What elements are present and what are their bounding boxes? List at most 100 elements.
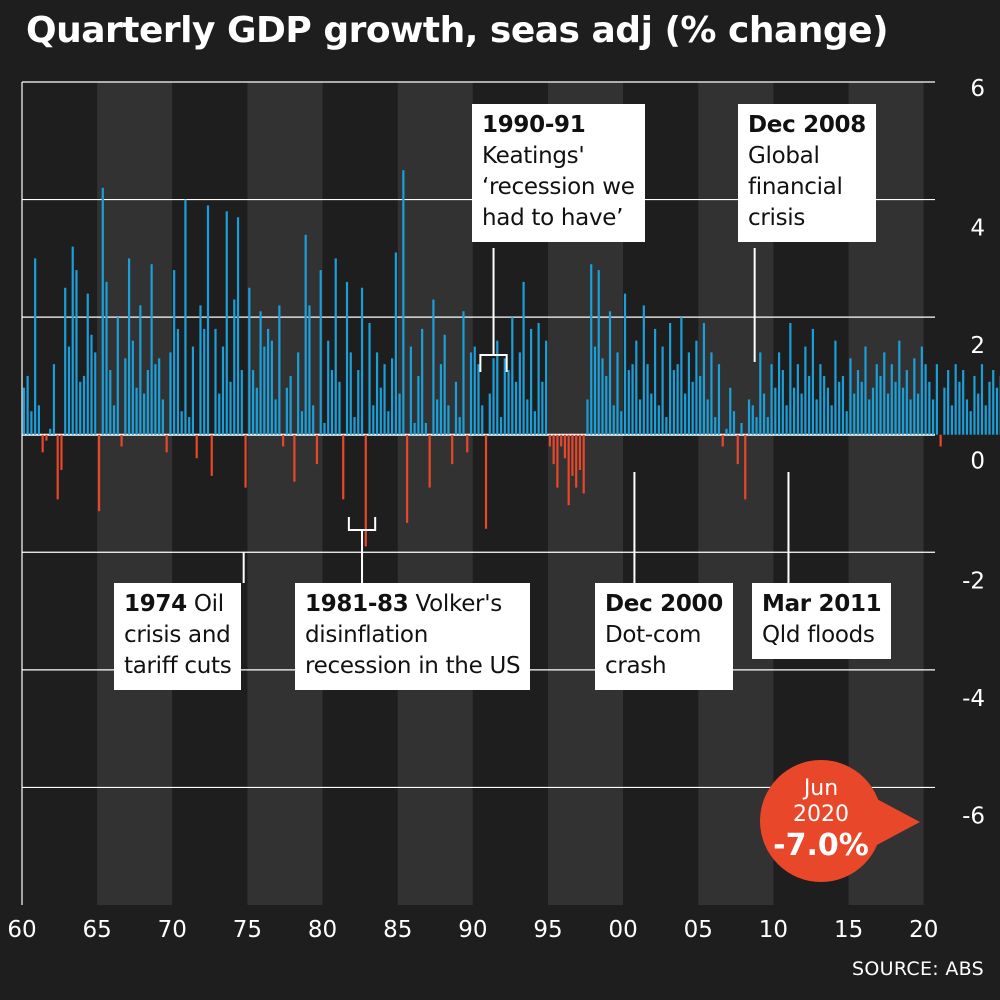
bar <box>740 422 743 435</box>
annotation-1974-year: 1974 <box>124 591 187 617</box>
annotation-2000: Dec 2000 Dot-com crash <box>595 583 733 690</box>
bar <box>203 328 206 435</box>
bar <box>646 364 649 435</box>
bar <box>338 381 341 435</box>
y-tick-label: -2 <box>962 568 985 594</box>
bar <box>124 358 127 435</box>
x-tick-label: 05 <box>684 917 713 943</box>
bar <box>120 434 123 447</box>
x-tick-labels: 60 65 70 75 80 85 90 95 00 05 10 15 20 <box>7 917 938 943</box>
bar <box>428 434 431 488</box>
bar <box>469 352 473 435</box>
annotation-1990-text4: had to have’ <box>482 205 624 231</box>
y-tick-labels: 6 4 2 0 -2 -4 -6 <box>962 76 985 829</box>
jun-2020-callout: Jun 2020 -7.0% <box>760 760 920 882</box>
bar <box>244 434 247 488</box>
annotation-1990-text2: Keatings' <box>482 143 585 169</box>
bar <box>556 434 559 488</box>
bar <box>161 399 164 435</box>
bar <box>375 352 379 435</box>
bar <box>785 405 788 435</box>
callout-bubble <box>760 760 920 882</box>
bar <box>706 399 709 435</box>
bar <box>608 311 612 435</box>
bar <box>537 323 540 435</box>
bar <box>932 399 935 435</box>
bar <box>729 387 732 435</box>
bar <box>586 399 589 435</box>
bar <box>620 411 623 435</box>
bar <box>394 252 397 435</box>
bar <box>41 434 44 453</box>
bar <box>969 411 972 435</box>
x-tick-label: 60 <box>7 917 36 943</box>
bar <box>64 287 67 435</box>
bar <box>717 364 721 435</box>
annotation-2011-text2: Qld floods <box>762 622 875 648</box>
annotation-2008-text4: crisis <box>748 205 806 231</box>
bar <box>94 352 97 435</box>
annotation-1981-text2: disinflation <box>305 622 428 648</box>
band-1970 <box>172 82 248 905</box>
bar <box>793 387 796 435</box>
bar <box>864 346 867 435</box>
bar <box>578 434 582 470</box>
callout-month: Jun <box>803 776 839 801</box>
bar <box>635 340 638 435</box>
bar <box>593 346 597 435</box>
bar <box>650 393 653 435</box>
bar <box>823 375 826 435</box>
bar <box>601 358 604 435</box>
bar <box>826 387 830 435</box>
bar <box>736 434 739 465</box>
bar <box>323 422 326 435</box>
bar <box>623 293 627 435</box>
band-2020 <box>923 82 935 905</box>
bar <box>233 299 236 435</box>
bar <box>154 364 157 435</box>
bar <box>661 346 664 435</box>
bar <box>947 370 950 435</box>
bar <box>939 434 942 447</box>
bar <box>67 346 71 435</box>
bar <box>492 358 495 435</box>
bar <box>665 417 668 435</box>
bar <box>379 387 382 435</box>
annotation-1990: 1990-91 Keatings' ‘recession we had to h… <box>472 104 645 242</box>
annotation-2008-text2: Global <box>748 143 820 169</box>
band-1960 <box>22 82 98 905</box>
bar <box>597 270 600 435</box>
bar <box>75 270 78 435</box>
bar <box>402 170 405 435</box>
annotation-2008: Dec 2008 Global financial crisis <box>738 104 876 242</box>
bar <box>266 328 270 435</box>
bar <box>496 340 499 435</box>
bar <box>259 311 262 435</box>
bar <box>353 417 356 435</box>
bar <box>477 364 480 435</box>
bar <box>180 411 183 435</box>
bar <box>413 422 416 435</box>
bar <box>503 358 506 435</box>
bar <box>653 328 657 435</box>
bar <box>800 393 803 435</box>
bar <box>312 405 315 435</box>
bar <box>766 417 769 435</box>
bar <box>56 434 59 500</box>
bar <box>830 405 833 435</box>
bar <box>71 246 74 435</box>
bar <box>421 328 424 435</box>
bar <box>924 364 927 435</box>
bar <box>278 305 281 435</box>
bar <box>680 317 683 435</box>
bar <box>721 434 724 447</box>
bar <box>762 393 766 435</box>
bar <box>913 358 916 435</box>
bar <box>871 387 875 435</box>
bar <box>526 399 529 435</box>
bar <box>372 405 375 435</box>
annotation-1990-text3: ‘recession we <box>482 174 635 200</box>
bar <box>883 352 886 435</box>
bar <box>282 434 285 447</box>
